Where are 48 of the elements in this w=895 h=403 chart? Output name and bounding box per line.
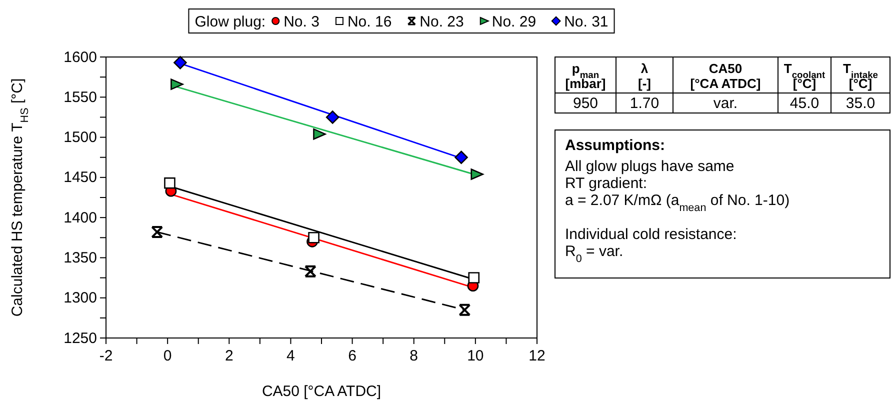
x-tick-label: 0 bbox=[163, 348, 172, 364]
point bbox=[304, 265, 316, 278]
legend-label: No. 23 bbox=[420, 13, 464, 30]
point bbox=[326, 110, 340, 124]
y-tick-label: 1300 bbox=[64, 290, 97, 307]
y-tick-label: 1400 bbox=[64, 209, 97, 226]
text: All glow plugs have same RT gradient: a = 2.07 K/mΩ (a$_{mean}$ of No. 1-10) bbox=[565, 158, 790, 214]
legend-label: No. 16 bbox=[347, 13, 392, 30]
point bbox=[313, 128, 326, 140]
text: var. bbox=[713, 95, 738, 112]
point bbox=[308, 232, 320, 244]
y-tick-label: 1550 bbox=[64, 88, 97, 106]
x-tick-label: 10 bbox=[467, 348, 484, 364]
y-tick-label: 1500 bbox=[64, 129, 97, 146]
point bbox=[468, 272, 480, 284]
point bbox=[470, 168, 484, 180]
x-tick-label: 12 bbox=[528, 348, 546, 364]
text: λ [-] bbox=[638, 61, 651, 91]
text: T$_{intake}$ [°C] bbox=[843, 61, 878, 91]
point bbox=[174, 56, 187, 70]
text: p$_{man}$ [mbar] bbox=[565, 61, 606, 91]
x-tick-label: -2 bbox=[99, 348, 113, 364]
legend-label: No. 29 bbox=[492, 13, 536, 30]
point bbox=[164, 177, 176, 189]
y-tick-label: 1350 bbox=[64, 250, 97, 267]
legend-label: No. 31 bbox=[564, 13, 608, 30]
y-tick-label: 1450 bbox=[64, 169, 97, 186]
text: Individual cold resistance: R$_{0}$ = var. bbox=[565, 226, 737, 265]
x-tick-label: 4 bbox=[286, 348, 295, 364]
point bbox=[170, 78, 184, 90]
point bbox=[458, 304, 471, 316]
x-axis-title: CA50 [°CA ATDC] bbox=[262, 383, 382, 400]
text: 45.0 bbox=[790, 95, 820, 112]
x-tick-label: 6 bbox=[348, 348, 356, 364]
text: 950 bbox=[572, 95, 598, 112]
text: Assumptions: bbox=[565, 137, 666, 154]
legend-title: Glow plug: bbox=[194, 13, 266, 30]
legend-label: No. 3 bbox=[284, 13, 320, 30]
point bbox=[151, 226, 164, 238]
text: CA50 [°CA ATDC] bbox=[690, 61, 761, 91]
text: T$_{coolant}$ [°C] bbox=[784, 61, 826, 91]
text: 35.0 bbox=[846, 95, 876, 112]
y-tick-label: 1250 bbox=[64, 330, 97, 347]
x-tick-label: 2 bbox=[224, 348, 234, 364]
y-tick-label: 1600 bbox=[64, 48, 97, 66]
x-tick-label: 8 bbox=[410, 348, 418, 364]
text: 1.70 bbox=[630, 95, 660, 112]
point bbox=[454, 150, 468, 164]
